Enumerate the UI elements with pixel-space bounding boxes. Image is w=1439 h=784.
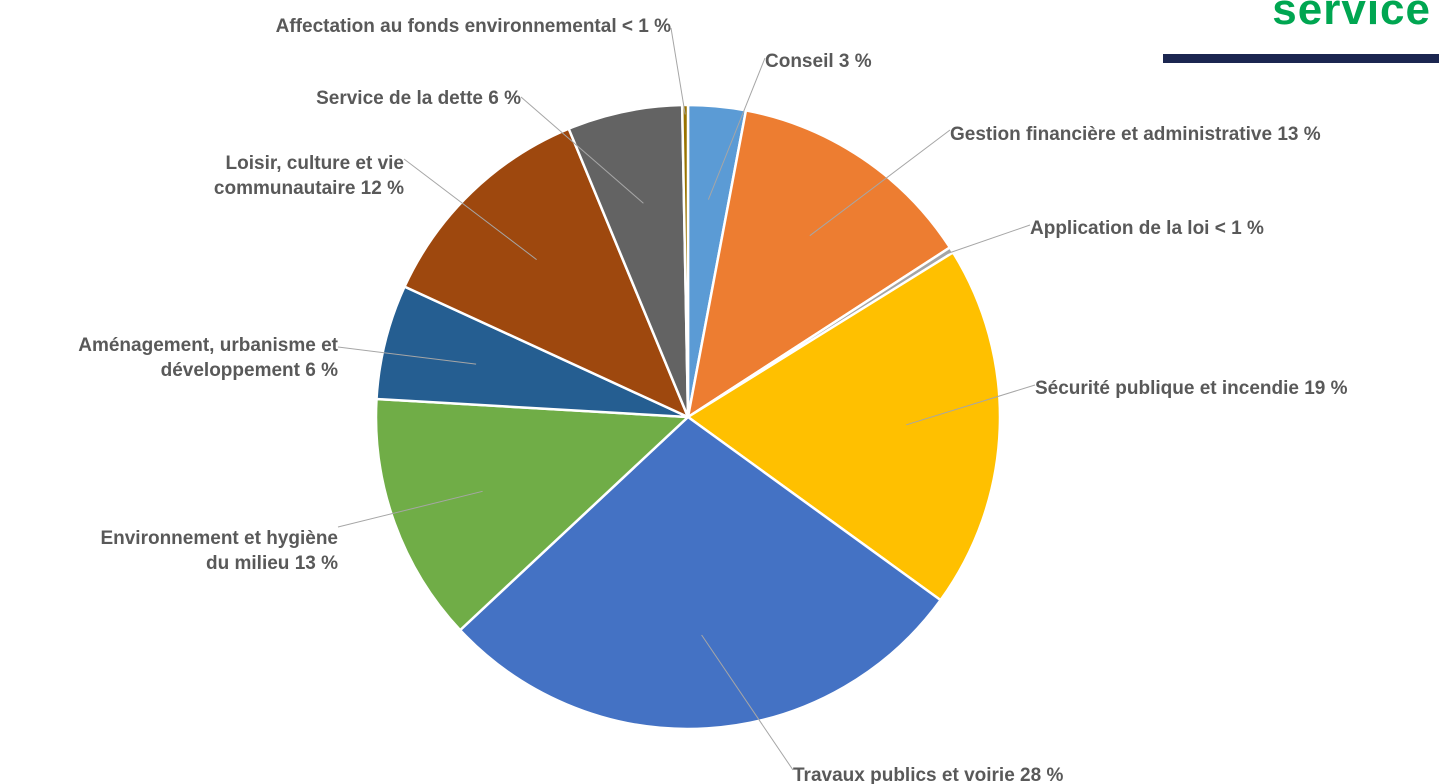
slice-label-line: Travaux publics et voirie 28 % [793, 765, 1063, 784]
pie-slice [686, 251, 1002, 602]
leader-line [337, 490, 483, 528]
pie-slice [403, 127, 690, 419]
slice-label: Gestion financière et administrative 13 … [950, 124, 1321, 145]
slice-label: Service de la dette 6 % [316, 88, 521, 109]
slice-label-line: Environnement et hygiène [100, 528, 338, 549]
header-accent-bar [1163, 54, 1439, 63]
leader-line [403, 158, 537, 260]
leader-lines [337, 27, 1036, 771]
slice-label: Conseil 3 % [765, 51, 872, 72]
slice-label-line: Sécurité publique et incendie 19 % [1035, 378, 1348, 399]
leader-line [701, 634, 794, 771]
slice-label-line: Conseil 3 % [765, 51, 872, 72]
slice-label: Aménagement, urbanisme et développement 6… [78, 335, 338, 381]
pie-slice [458, 415, 942, 731]
leader-line [809, 129, 951, 237]
slice-label: Environnement et hygiène du milieu 13 % [100, 528, 338, 574]
leader-line [707, 57, 766, 200]
slice-label: Travaux publics et voirie 28 % [793, 765, 1063, 784]
slice-label: Application de la loi < 1 % [1030, 218, 1264, 239]
slice-label-line: Affectation au fonds environnemental < 1… [276, 16, 671, 37]
slice-label-line: Aménagement, urbanisme et [78, 335, 338, 356]
leader-line [943, 224, 1031, 256]
slice-label-line: communautaire 12 % [214, 178, 404, 199]
slice-label: Sécurité publique et incendie 19 % [1035, 378, 1348, 399]
leader-line [337, 346, 477, 365]
leader-line [520, 96, 644, 204]
slice-label-line: Service de la dette 6 % [316, 88, 521, 109]
pie-slice [374, 397, 690, 632]
slice-label-line: Gestion financière et administrative 13 … [950, 124, 1321, 145]
header-title-fragment: service [1272, 0, 1431, 34]
slice-label-line: du milieu 13 % [206, 553, 338, 574]
slice-label-line: Application de la loi < 1 % [1030, 218, 1264, 239]
slice-label: Affectation au fonds environnemental < 1… [276, 16, 671, 37]
pie-slice [686, 109, 952, 419]
slice-labels: Conseil 3 % Gestion financière et adminis… [78, 16, 1347, 784]
slice-label: Loisir, culture et vie communautaire 12 % [214, 153, 404, 199]
slice-label-line: Loisir, culture et vie [226, 153, 404, 174]
pie-slice [680, 103, 690, 419]
leader-line [906, 384, 1036, 426]
slice-label-line: développement 6 % [161, 360, 338, 381]
leader-line [670, 27, 686, 115]
pie-slices [374, 103, 1002, 731]
